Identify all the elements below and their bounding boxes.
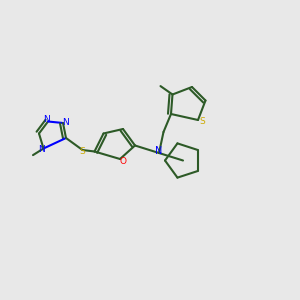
Text: S: S <box>200 117 206 126</box>
Text: O: O <box>119 157 127 166</box>
Text: N: N <box>62 118 69 127</box>
Text: N: N <box>43 116 50 124</box>
Text: S: S <box>80 147 85 156</box>
Text: N: N <box>38 146 44 154</box>
Text: N: N <box>155 146 163 157</box>
